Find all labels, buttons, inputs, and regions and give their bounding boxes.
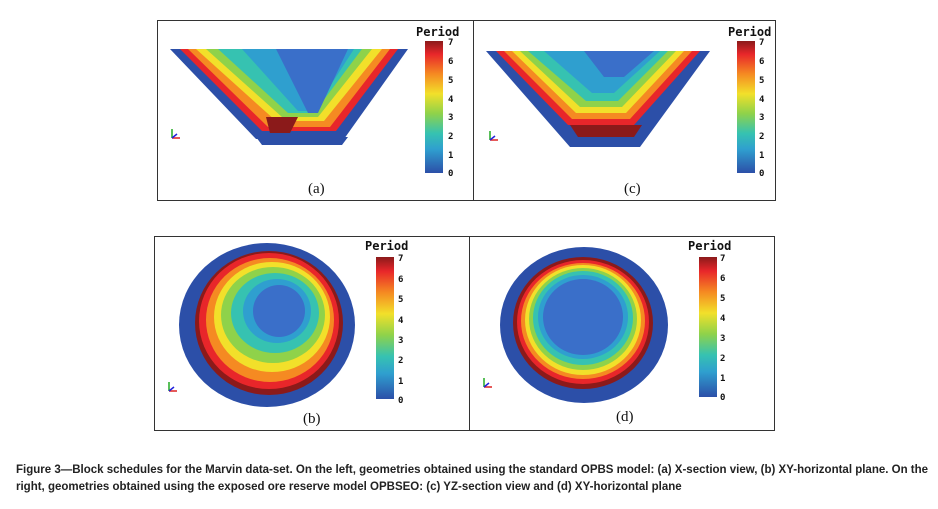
panel-c-yz-section: Period 7 6 5 4 3 2 1 0 (c)	[473, 20, 776, 201]
panel-label: (c)	[624, 181, 641, 197]
pit-section-c	[486, 51, 710, 147]
tick-5: 5	[398, 295, 404, 305]
tick-6: 6	[448, 57, 454, 67]
tick-7: 7	[720, 254, 726, 264]
tick-1: 1	[448, 151, 454, 161]
legend-title: Period	[688, 239, 732, 253]
legend-title: Period	[365, 239, 409, 253]
axis-triad-icon	[168, 382, 177, 392]
axis-triad-icon	[489, 131, 498, 141]
tick-4: 4	[448, 95, 454, 105]
tick-2: 2	[448, 132, 454, 142]
tick-0: 0	[398, 396, 404, 406]
tick-2: 2	[759, 132, 765, 142]
panel-label: (b)	[303, 411, 321, 427]
tick-6: 6	[720, 274, 726, 284]
tick-4: 4	[398, 316, 404, 326]
tick-1: 1	[720, 374, 726, 384]
tick-5: 5	[720, 294, 726, 304]
colorbar	[737, 41, 755, 173]
colorbar	[699, 257, 717, 397]
pit-core-blue	[276, 49, 348, 113]
tick-0: 0	[448, 169, 454, 179]
tick-6: 6	[759, 57, 765, 67]
tick-7: 7	[398, 254, 404, 264]
tick-5: 5	[448, 76, 454, 86]
panel-b-xy-plane: Period 7 6 5 4 3 2 1 0 (b)	[154, 236, 470, 431]
pit-plan-d	[483, 247, 668, 403]
pit-plan-b	[168, 243, 355, 407]
axis-triad-icon	[171, 129, 180, 139]
tick-3: 3	[720, 334, 726, 344]
panel-label: (a)	[308, 181, 325, 197]
panel-label: (d)	[616, 409, 634, 425]
tick-0: 0	[720, 393, 726, 403]
tick-4: 4	[720, 314, 726, 324]
tick-3: 3	[448, 113, 454, 123]
tick-3: 3	[759, 113, 765, 123]
tick-0: 0	[759, 169, 765, 179]
panel-a-x-section: Period 7 6 5 4 3 2 1 0 (a)	[157, 20, 474, 201]
colorbar	[425, 41, 443, 173]
tick-7: 7	[759, 38, 765, 48]
tick-6: 6	[398, 275, 404, 285]
tick-2: 2	[398, 356, 404, 366]
panel-d-xy-plane: Period 7 6 5 4 3 2 1 0 (d)	[469, 236, 775, 431]
pit-dark-bottom	[266, 117, 298, 133]
tick-1: 1	[398, 377, 404, 387]
tick-2: 2	[720, 354, 726, 364]
axis-triad-icon	[483, 378, 492, 388]
legend-title: Period	[728, 25, 772, 39]
figure-caption: Figure 3—Block schedules for the Marvin …	[16, 464, 929, 493]
tick-7: 7	[448, 38, 454, 48]
pit-section-a	[170, 49, 408, 145]
colorbar	[376, 257, 394, 399]
tick-3: 3	[398, 336, 404, 346]
tick-5: 5	[759, 76, 765, 86]
pit-bottom-blue	[256, 137, 348, 145]
tick-4: 4	[759, 95, 765, 105]
tick-1: 1	[759, 151, 765, 161]
legend-title: Period	[416, 25, 460, 39]
